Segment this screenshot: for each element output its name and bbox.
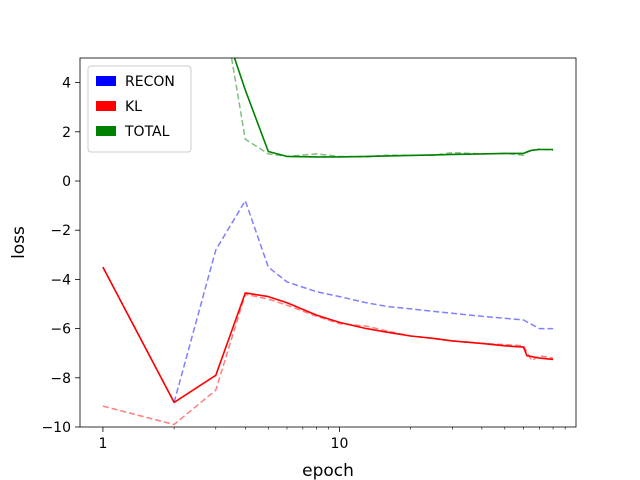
x-tick-label: 10 [331, 436, 349, 452]
legend-swatch-total [96, 126, 116, 136]
legend-swatch-kl [96, 101, 116, 111]
y-tick-label: 0 [62, 174, 71, 190]
plot-marks [102, 58, 554, 426]
x-axis: 1 10 [98, 427, 566, 452]
series-line-kl-dashed [102, 293, 554, 426]
legend: RECON KL TOTAL [87, 65, 192, 153]
y-tick-label: 4 [62, 76, 71, 92]
y-axis: −10 −8 −6 −4 −2 0 2 4 [41, 76, 80, 436]
legend-swatch-recon [96, 76, 116, 86]
y-tick-label: −8 [50, 371, 71, 387]
legend-label-recon: RECON [125, 74, 175, 90]
series-line-kl-solid [102, 266, 554, 404]
x-tick-label: 1 [98, 436, 107, 452]
series-line-total-solid [233, 58, 554, 158]
legend-label-total: TOTAL [124, 124, 170, 140]
y-tick-label: −6 [50, 322, 71, 338]
y-tick-label: −10 [41, 420, 71, 436]
plot-frame [79, 57, 577, 428]
y-axis-label: loss [9, 226, 29, 259]
y-tick-label: −2 [50, 223, 71, 239]
series-line-recon-dashed [102, 199, 554, 404]
series-line-total-dashed [230, 58, 554, 158]
x-axis-label: epoch [302, 461, 354, 480]
y-tick-label: 2 [62, 125, 71, 141]
y-tick-label: −4 [50, 272, 71, 288]
legend-label-kl: KL [125, 99, 142, 115]
